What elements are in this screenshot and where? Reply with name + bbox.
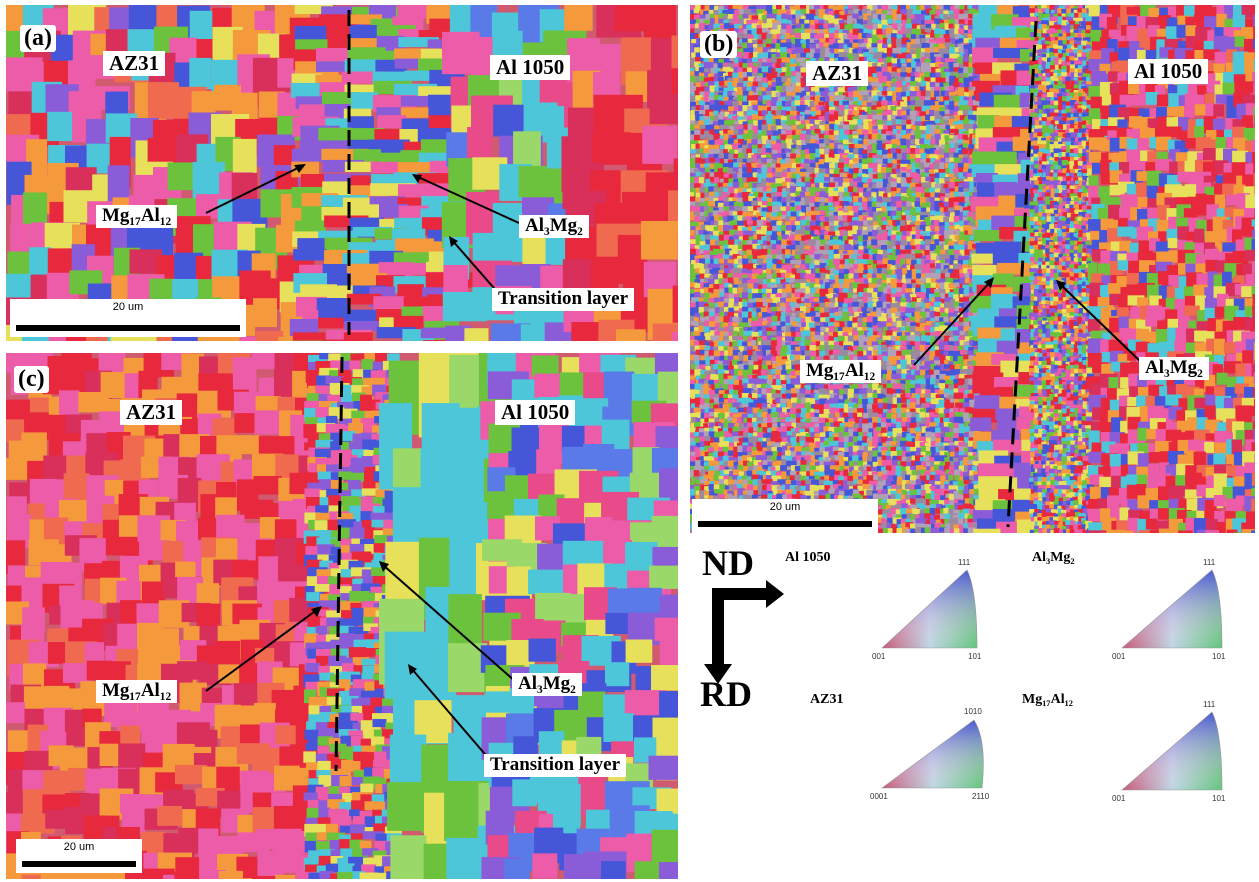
ipf-key-name: Al 1050 — [785, 550, 831, 565]
arrowhead — [311, 606, 322, 617]
phase-label-mg17al12: Mg₁₇Al₁₂ — [96, 205, 178, 228]
arrow-mg17al12-c — [205, 608, 319, 692]
ipf-triangles — [881, 569, 1223, 791]
ipf-triangle-al3mg2 — [1121, 569, 1223, 649]
arrow-transition-c — [410, 667, 491, 761]
ebsd-map-panel-c: (c) AZ31 Al 1050 Mg₁₇Al₁₂ Al₃Mg₂ Transit… — [6, 353, 678, 879]
ipf-corner-label: 101 — [1212, 652, 1226, 661]
ipf-key-name: Mg₁₇Al₁₂ — [1022, 692, 1074, 707]
arrowhead — [1056, 280, 1066, 291]
ipf-key-name: Al₃Mg₂ — [1032, 550, 1075, 565]
scale-bar: 20 um — [10, 299, 246, 337]
arrow-mg17al12-b — [913, 280, 992, 366]
orientation-legend: ND RD Al 1050 Al₃Mg₂ AZ31 Mg₁₇Al₁₂ — [692, 540, 1259, 882]
arrows-overlay-c — [205, 356, 517, 772]
transition-layer-label: Transition layer — [484, 754, 627, 777]
interface-dashed-line — [334, 356, 344, 772]
ipf-corner-label: 001 — [1112, 652, 1126, 661]
arrows-overlay-b — [913, 20, 1143, 528]
arrow-al3mg2-b — [1059, 283, 1143, 364]
ipf-corner-label: 111 — [1203, 558, 1216, 567]
scale-bar-label: 20 um — [112, 301, 144, 313]
ipf-corner-label: 1010 — [964, 707, 982, 716]
arrows-overlay-a — [205, 10, 520, 335]
arrowhead — [412, 174, 422, 183]
arrow-transition-a — [451, 239, 501, 296]
material-label-right: Al 1050 — [495, 400, 576, 426]
axis-label-nd: ND — [702, 543, 754, 583]
phase-label-al3mg2: Al₃Mg₂ — [1139, 357, 1209, 380]
ebsd-ipf-map-b — [690, 5, 1255, 533]
phase-label-al3mg2: Al₃Mg₂ — [512, 673, 582, 696]
arrowhead — [408, 664, 417, 675]
scale-bar-label: 20 um — [63, 841, 95, 853]
ipf-corner-label: 2110 — [972, 792, 990, 801]
arrowhead — [294, 164, 306, 173]
arrowhead — [449, 236, 458, 247]
scale-bar-line — [22, 861, 136, 867]
arrowhead — [379, 561, 389, 572]
transition-layer-label: Transition layer — [492, 288, 635, 311]
material-label-right: Al 1050 — [1128, 59, 1209, 85]
phase-label-al3mg2: Al₃Mg₂ — [519, 215, 589, 238]
ipf-triangle-az31 — [881, 719, 984, 789]
axis-label-rd: RD — [700, 674, 752, 714]
interface-dashed-line — [1006, 20, 1038, 528]
ipf-corner-label: 001 — [872, 652, 886, 661]
panel-label: (a) — [20, 25, 56, 52]
ipf-corner-label: 111 — [1203, 700, 1216, 709]
ipf-triangle-al1050 — [881, 569, 978, 649]
ipf-corner-label: 101 — [968, 652, 982, 661]
ipf-corner-label: 111 — [958, 558, 971, 567]
ipf-corner-label: 101 — [1212, 794, 1226, 803]
material-label-right: Al 1050 — [490, 55, 571, 81]
material-label-left: AZ31 — [103, 51, 166, 77]
scale-bar-line — [16, 325, 240, 331]
scale-bar-label: 20 um — [769, 501, 801, 513]
material-label-left: AZ31 — [120, 400, 183, 426]
material-label-left: AZ31 — [806, 61, 869, 87]
phase-label-mg17al12: Mg₁₇Al₁₂ — [96, 680, 178, 703]
scale-bar: 20 um — [16, 839, 142, 873]
phase-label-mg17al12: Mg₁₇Al₁₂ — [800, 360, 882, 383]
scale-bar-line — [698, 521, 872, 527]
panel-label: (c) — [14, 366, 49, 393]
nd-rd-axes-icon — [704, 580, 784, 684]
ipf-key-name: AZ31 — [810, 692, 844, 707]
ipf-triangle-mg17al12 — [1121, 711, 1223, 791]
scale-bar: 20 um — [692, 499, 878, 533]
arrowhead — [984, 277, 994, 288]
ipf-corner-label: 001 — [1112, 794, 1126, 803]
ebsd-map-panel-b: (b) AZ31 Al 1050 Mg₁₇Al₁₂ Al₃Mg₂ 20 um — [690, 5, 1255, 533]
ebsd-map-panel-a: (a) AZ31 Al 1050 Mg₁₇Al₁₂ Al₃Mg₂ Transit… — [6, 5, 678, 341]
arrow-al3mg2-a — [415, 175, 520, 224]
arrow-al3mg2-c — [382, 564, 517, 683]
ipf-corner-label: 0001 — [870, 792, 888, 801]
panel-label: (b) — [700, 31, 738, 58]
arrow-mg17al12-a — [205, 164, 305, 214]
